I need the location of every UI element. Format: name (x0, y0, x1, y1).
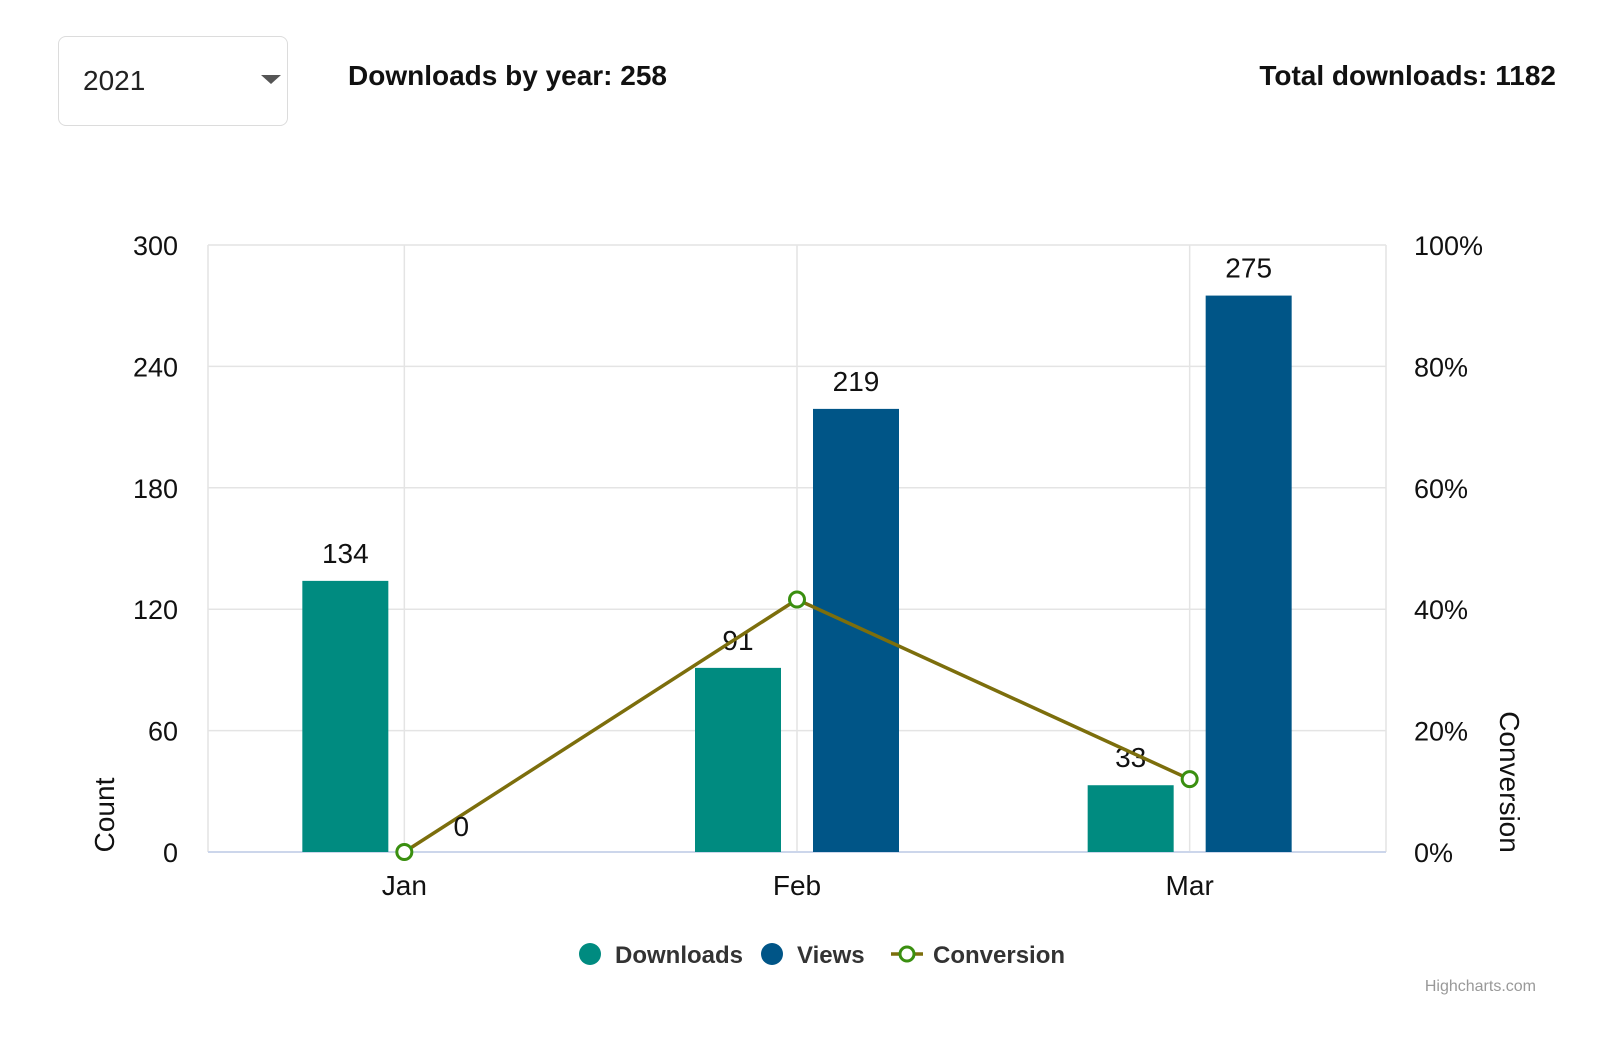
bar-downloads-mar (1087, 785, 1174, 852)
year-select[interactable]: 2021 (58, 36, 288, 126)
bar-downloads-jan (302, 580, 389, 852)
year-select-value: 2021 (83, 65, 146, 96)
bar-views-mar (1205, 295, 1292, 852)
chevron-down-icon (261, 75, 281, 84)
x-tick-label-feb: Feb (773, 870, 821, 901)
legend-label-conversion: Conversion (933, 942, 1065, 969)
y-right-tick-label: 20% (1414, 717, 1468, 747)
legend-marker-conversion[interactable] (898, 945, 916, 963)
legend-marker-views[interactable] (761, 943, 783, 965)
y-left-tick-label: 180 (133, 474, 178, 504)
y-left-tick-label: 0 (163, 838, 178, 868)
highcharts-credit[interactable]: Highcharts.com (1424, 978, 1536, 995)
legend-label-downloads: Downloads (615, 942, 743, 969)
legend-label-views: Views (797, 942, 865, 969)
conversion-marker-feb (788, 590, 806, 609)
downloads-by-year: Downloads by year: 258 (348, 60, 668, 91)
y-right-tick-label: 80% (1414, 352, 1468, 382)
data-label-views-feb: 219 (833, 366, 880, 397)
data-label-views-mar: 275 (1225, 253, 1272, 284)
y-right-tick-label: 60% (1414, 474, 1468, 504)
bar-downloads-feb (695, 667, 781, 852)
y-left-axis-title: Count (89, 777, 120, 852)
x-tick-label-mar: Mar (1166, 870, 1214, 901)
y-left-tick-label: 240 (133, 352, 178, 382)
legend-marker-downloads[interactable] (579, 943, 601, 965)
y-right-tick-label: 40% (1414, 595, 1468, 625)
y-left-tick-label: 60 (148, 717, 178, 747)
x-tick-label-jan: Jan (382, 870, 427, 901)
total-downloads: Total downloads: 1182 (1259, 60, 1556, 91)
bar-views-feb (813, 408, 899, 852)
y-left-tick-label: 120 (133, 595, 178, 625)
y-right-tick-label: 100% (1414, 231, 1483, 261)
conversion-marker-jan (395, 843, 414, 861)
y-right-tick-label: 0% (1414, 838, 1453, 868)
data-label-views-jan: 0 (454, 811, 470, 842)
y-right-axis-title: Conversion (1494, 711, 1525, 853)
data-label-downloads-jan: 134 (322, 538, 369, 569)
y-left-tick-label: 300 (133, 231, 178, 261)
conversion-marker-mar (1180, 770, 1199, 789)
